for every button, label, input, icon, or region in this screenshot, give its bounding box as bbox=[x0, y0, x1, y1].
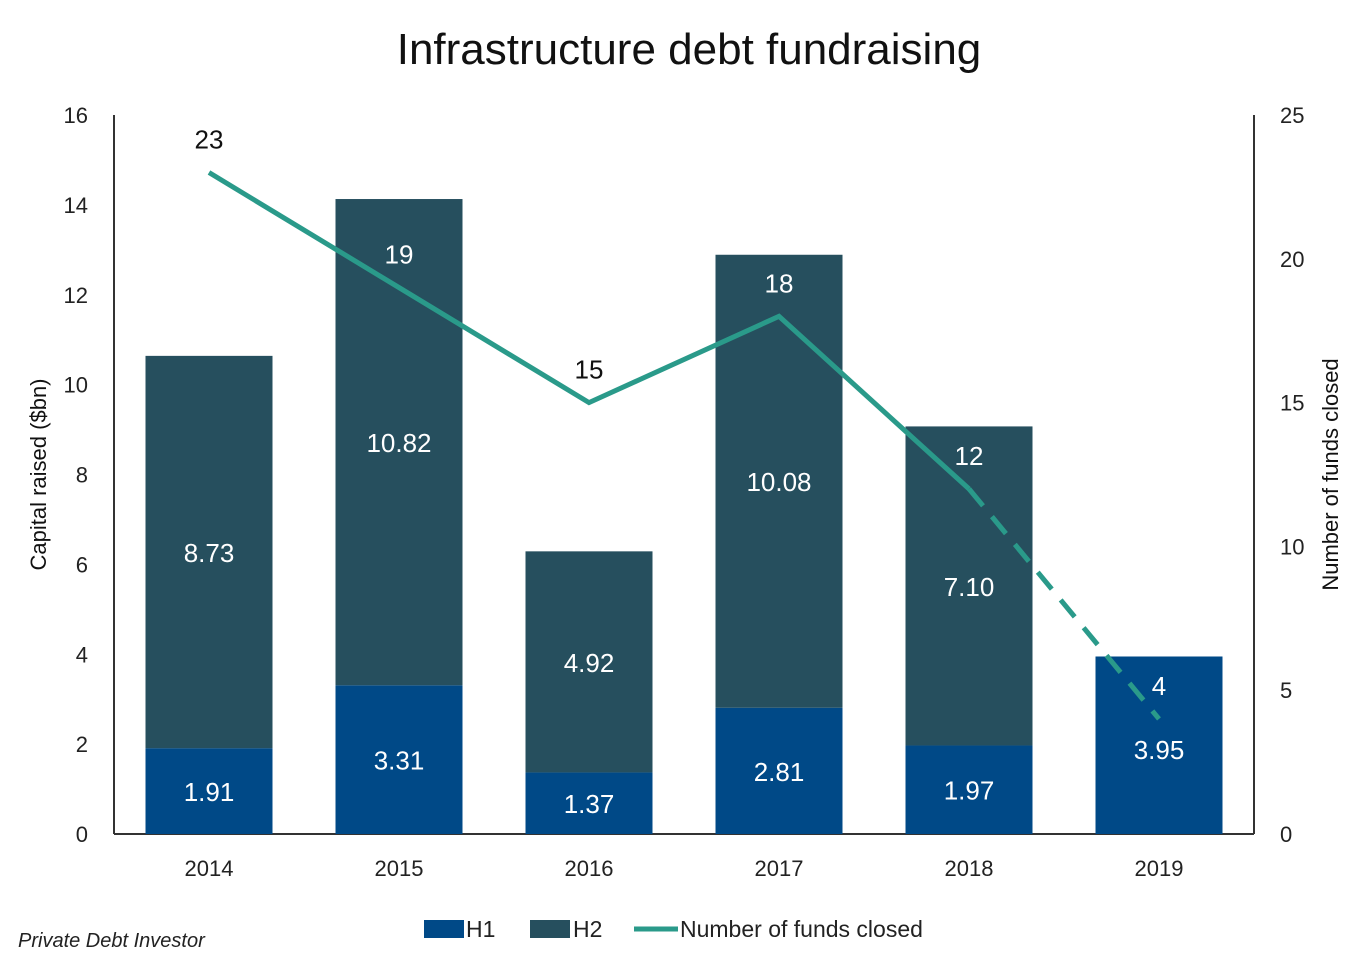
legend-swatch-h1 bbox=[424, 920, 464, 938]
bar-label-h1: 3.95 bbox=[1134, 735, 1185, 765]
x-tick-label: 2014 bbox=[185, 856, 234, 881]
x-tick-label: 2015 bbox=[375, 856, 424, 881]
legend-label-h2: H2 bbox=[573, 916, 602, 942]
bars bbox=[145, 199, 1223, 834]
legend-label-h1: H1 bbox=[466, 916, 495, 942]
y2-tick-label: 25 bbox=[1280, 103, 1304, 128]
bar-label-h2: 8.73 bbox=[184, 538, 235, 568]
bar-label-h1: 1.37 bbox=[564, 789, 615, 819]
bar-label-h1: 2.81 bbox=[754, 757, 805, 787]
legend-swatch-h2 bbox=[530, 920, 570, 938]
y2-tick-label: 20 bbox=[1280, 247, 1304, 272]
bar-h2 bbox=[715, 254, 843, 708]
bar-label-h2: 7.10 bbox=[944, 572, 995, 602]
bar-label-h1: 1.91 bbox=[184, 777, 235, 807]
bar-h2 bbox=[525, 551, 653, 773]
line-label: 23 bbox=[195, 125, 224, 155]
x-tick-label: 2016 bbox=[565, 856, 614, 881]
x-tick-label: 2019 bbox=[1135, 856, 1184, 881]
y-tick-label: 10 bbox=[64, 373, 88, 398]
bar-label-h2: 4.92 bbox=[564, 648, 615, 678]
data-labels: 1.91 8.73 3.31 10.82 1.37 4.92 2.81 10.08 1.97 7.… bbox=[184, 125, 1185, 820]
bar-h2 bbox=[905, 426, 1033, 746]
y2-tick-label: 10 bbox=[1280, 534, 1304, 559]
bar-h1 bbox=[905, 745, 1033, 834]
y-tick-label: 6 bbox=[76, 552, 88, 577]
bar-h1 bbox=[335, 685, 463, 834]
bar-label-h1: 1.97 bbox=[944, 776, 995, 806]
bar-h1 bbox=[1095, 656, 1223, 834]
source-credit: Private Debt Investor bbox=[18, 930, 205, 952]
y-tick-label: 0 bbox=[76, 822, 88, 847]
axes: 0 2 4 6 8 10 12 14 16 0 5 10 15 20 25 2014 2015 2016 2017 2… bbox=[26, 103, 1343, 881]
y2-tick-label: 5 bbox=[1280, 678, 1292, 703]
bar-h1 bbox=[525, 772, 653, 834]
line-funds-closed-solid bbox=[207, 170, 971, 491]
bar-h2 bbox=[335, 199, 463, 686]
bar-label-h1: 3.31 bbox=[374, 746, 425, 776]
line-label: 18 bbox=[765, 268, 794, 298]
y-tick-label: 4 bbox=[76, 642, 88, 667]
bar-h2 bbox=[145, 355, 273, 749]
line-label: 19 bbox=[385, 240, 414, 270]
line-label: 15 bbox=[575, 355, 604, 385]
line-funds-closed-dashed bbox=[967, 487, 1161, 721]
y-tick-label: 16 bbox=[64, 103, 88, 128]
y2-axis-label: Number of funds closed bbox=[1318, 358, 1343, 590]
bar-label-h2: 10.82 bbox=[366, 428, 431, 458]
y-tick-label: 8 bbox=[76, 463, 88, 488]
bar-label-h2: 10.08 bbox=[746, 467, 811, 497]
y-tick-label: 12 bbox=[64, 283, 88, 308]
y-tick-label: 14 bbox=[64, 193, 88, 218]
x-tick-label: 2017 bbox=[755, 856, 804, 881]
y-axis-label: Capital raised ($bn) bbox=[26, 379, 51, 571]
bar-h1 bbox=[715, 707, 843, 834]
legend: H1 H2 Number of funds closed bbox=[424, 916, 923, 942]
bar-h1 bbox=[145, 748, 273, 834]
line-label: 12 bbox=[955, 441, 984, 471]
legend-label-line: Number of funds closed bbox=[680, 916, 923, 942]
y-tick-label: 2 bbox=[76, 732, 88, 757]
chart-title: Infrastructure debt fundraising bbox=[397, 25, 982, 74]
y2-tick-label: 0 bbox=[1280, 822, 1292, 847]
line-label: 4 bbox=[1152, 671, 1166, 701]
y2-tick-label: 15 bbox=[1280, 391, 1304, 416]
line-series bbox=[207, 170, 1161, 721]
x-tick-label: 2018 bbox=[945, 856, 994, 881]
